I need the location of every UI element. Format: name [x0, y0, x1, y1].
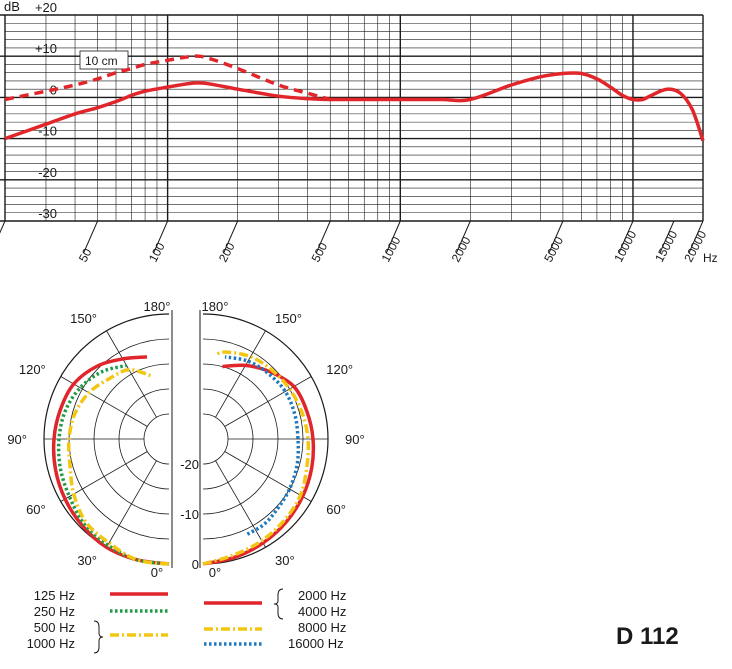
y-tick-label: +20 — [35, 0, 57, 15]
y-axis-label: dB — [4, 0, 20, 14]
x-tick-label: 2000 — [449, 234, 474, 264]
x-tick-label: 5000 — [541, 234, 566, 264]
polar-radial-label: 0 — [192, 557, 199, 572]
polar-ring — [202, 413, 229, 465]
legend-label-8000hz: 8000 Hz — [298, 620, 346, 635]
polar-series-right-8000hz — [202, 350, 311, 566]
legend-label-16000hz: 16000 Hz — [288, 636, 344, 651]
x-tick-mark — [385, 220, 401, 254]
frequency-grid — [0, 14, 704, 254]
x-tick-label: 500 — [309, 240, 331, 265]
polar-angle-label: 120° — [19, 362, 46, 377]
polar-angle-label: 0° — [151, 565, 163, 580]
polar-series-right-16000hz — [224, 355, 301, 536]
polar-angle-label: 150° — [70, 311, 97, 326]
x-tick-mark — [659, 220, 675, 254]
x-tick-mark — [0, 220, 6, 234]
polar-series — [51, 350, 316, 566]
annotation-10cm: 10 cm — [85, 54, 118, 68]
polar-radial-label: -20 — [180, 457, 199, 472]
x-tick-mark — [315, 220, 331, 254]
y-tick-label: -20 — [38, 165, 57, 180]
x-tick-mark — [153, 220, 169, 254]
x-tick-label: 100 — [146, 240, 168, 265]
x-tick-mark — [455, 220, 471, 254]
legend-brace-left — [93, 620, 104, 654]
polar-angle-label: 90° — [7, 432, 27, 447]
polar-ring — [143, 413, 170, 465]
legend-brace-right — [273, 588, 284, 620]
polar-series-right-2000hz — [202, 363, 316, 566]
legend-label-125hz: 125 Hz — [34, 588, 75, 603]
polar-angle-label: 180° — [202, 299, 229, 314]
polar-spoke — [224, 376, 312, 427]
polar-series-left-125hz — [51, 355, 170, 566]
polar-angle-label: 120° — [326, 362, 353, 377]
frequency-response-chart: dB Hz 10 cm +20+100-10-20-30205010020050… — [0, 0, 718, 265]
polar-spoke — [106, 460, 157, 548]
polar-angle-label: 90° — [345, 432, 365, 447]
polar-radial-label: -10 — [180, 507, 199, 522]
x-tick-label: 20 — [0, 246, 2, 265]
x-tick-label: 1000 — [379, 234, 404, 264]
y-tick-label: +10 — [35, 41, 57, 56]
legend-label-4000hz: 4000 Hz — [298, 604, 346, 619]
x-tick-label: 50 — [76, 246, 95, 265]
polar-angle-label: 30° — [77, 553, 97, 568]
x-tick-label: 15000 — [652, 228, 680, 264]
model-name: D 112 — [616, 623, 679, 650]
x-axis-label: Hz — [703, 251, 718, 265]
polar-angle-label: 30° — [275, 553, 295, 568]
polar-spoke — [215, 460, 266, 548]
x-tick-label: 200 — [216, 240, 238, 265]
polar-grid — [43, 310, 329, 568]
polar-angle-label: 60° — [26, 502, 46, 517]
legend-label-2000hz: 2000 Hz — [298, 588, 346, 603]
annotation-box — [79, 50, 129, 70]
x-tick-mark — [548, 220, 564, 254]
polar-series-left-500hz — [66, 367, 170, 566]
x-tick-mark — [688, 220, 704, 254]
y-tick-label: -30 — [38, 206, 57, 221]
x-tick-mark — [223, 220, 239, 254]
polar-center-strip — [172, 310, 200, 568]
series-line-response — [4, 71, 705, 142]
legend: 125 Hz 250 Hz 500 Hz 1000 Hz 2000 Hz 400… — [27, 588, 346, 654]
x-tick-mark — [618, 220, 634, 254]
polar-angle-label: 150° — [275, 311, 302, 326]
polar-angle-label: 180° — [144, 299, 171, 314]
polar-spoke — [106, 330, 157, 418]
y-tick-label: -10 — [38, 124, 57, 139]
polar-spoke — [215, 330, 266, 418]
polar-angle-label: 0° — [209, 565, 221, 580]
legend-label-250hz: 250 Hz — [34, 604, 75, 619]
polar-angle-label: 60° — [326, 502, 346, 517]
legend-label-1000hz: 1000 Hz — [27, 636, 75, 651]
polar-labels: 180° 150° 120° 90° 60° 30° 0° 180° 150° 120° 90° 60… — [7, 299, 364, 580]
legend-label-500hz: 500 Hz — [34, 620, 75, 635]
frequency-series — [4, 54, 705, 142]
x-tick-label: 10000 — [611, 228, 639, 264]
polar-series-left-250hz — [56, 363, 170, 566]
polar-spoke — [224, 451, 312, 502]
polar-pattern-chart: 180° 150° 120° 90° 60° 30° 0° 180° 150° 120° 90° 60… — [7, 299, 364, 580]
x-tick-mark — [83, 220, 99, 254]
series-line-10cm — [4, 54, 331, 102]
